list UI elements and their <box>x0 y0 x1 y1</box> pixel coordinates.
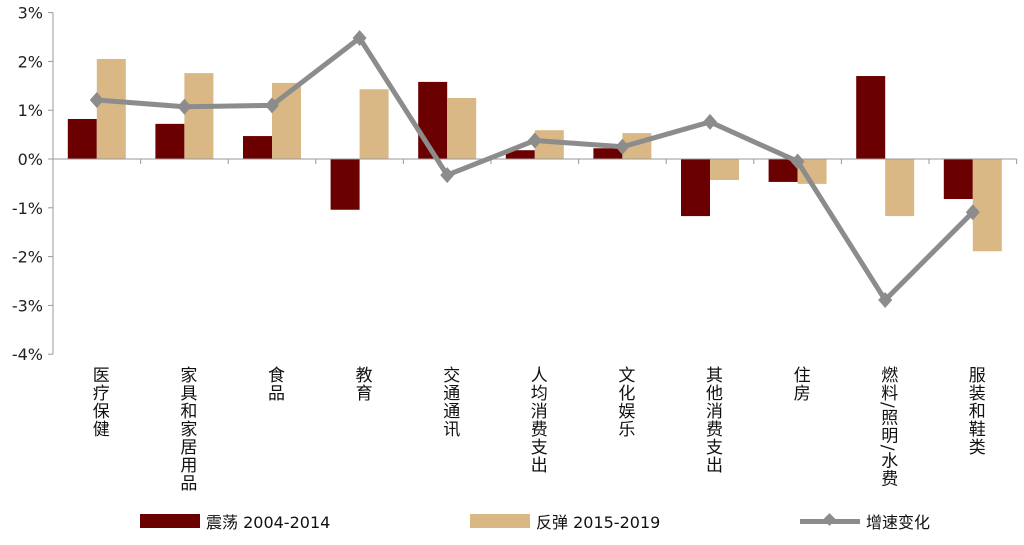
bar-fantan <box>885 159 915 217</box>
line-point-marker <box>965 204 980 221</box>
bar-zhendang <box>856 76 886 159</box>
x-tick-label: 服装和鞋类 <box>964 366 985 456</box>
line-point-marker <box>615 138 630 155</box>
bar-fantan <box>447 98 477 159</box>
x-tick-label: 食品 <box>264 366 284 402</box>
x-tick-label: 其他消费支出 <box>702 366 722 474</box>
x-tick-label: 教育 <box>351 366 372 402</box>
x-tick-label: 交通通讯 <box>439 366 460 438</box>
bar-fantan <box>359 89 389 159</box>
y-tick-label: -4% <box>12 345 43 364</box>
x-tick-label: 住房 <box>789 366 810 402</box>
legend-item: 反弹 2015-2019 <box>470 509 660 533</box>
x-tick-label: 文化娱乐 <box>614 366 635 438</box>
bar-fantan <box>96 58 126 159</box>
bar-fantan <box>972 159 1002 252</box>
bar-fantan <box>710 159 739 180</box>
legend-swatch <box>470 514 530 528</box>
x-tick-label: 燃料/照明/水费 <box>877 366 898 488</box>
line-point-marker <box>89 91 104 108</box>
y-tick-label: 2% <box>18 52 43 71</box>
line-point-marker <box>790 153 805 170</box>
bar-zhendang <box>155 123 185 159</box>
legend-item: 增速变化 <box>800 509 930 533</box>
legend-label: 震荡 2004-2014 <box>206 513 331 532</box>
y-tick-label: 1% <box>18 101 43 120</box>
y-tick-label: -3% <box>12 296 43 315</box>
bar-zhendang <box>768 159 798 182</box>
line-series-zengsu <box>96 35 975 303</box>
bar-zhendang <box>330 159 360 210</box>
x-tick-label: 人均消费支出 <box>526 366 547 474</box>
line-point-marker <box>703 113 717 130</box>
bar-fantan <box>184 73 214 159</box>
bar-zhendang <box>505 150 535 159</box>
y-tick-label: -2% <box>12 248 43 267</box>
legend-label: 增速变化 <box>866 513 931 532</box>
bar-zhendang <box>243 136 272 159</box>
y-tick-label: 0% <box>18 150 43 169</box>
line-point-marker <box>527 132 542 149</box>
y-tick-label: 3% <box>18 4 43 23</box>
x-tick-label: 医疗保健 <box>88 366 109 438</box>
legend-item: 震荡 2004-2014 <box>140 509 330 533</box>
line-point-marker <box>352 29 367 46</box>
bar-zhendang <box>681 159 710 217</box>
bar-zhendang <box>593 148 623 159</box>
line-point-marker <box>440 167 455 184</box>
legend-label: 反弹 2015-2019 <box>536 513 661 532</box>
legend-swatch <box>800 512 860 526</box>
bar-zhendang <box>67 118 97 159</box>
y-tick-label: -1% <box>12 199 43 218</box>
bar-zhendang <box>943 159 973 200</box>
bar-zhendang <box>418 81 448 159</box>
line-point-marker <box>878 292 893 309</box>
legend-swatch <box>140 514 200 528</box>
x-tick-label: 家具和家居用品 <box>176 366 197 492</box>
line-point-marker <box>177 98 192 115</box>
chart: -4% -3% -2% -1% 0% 1% 2% 3% <box>12 4 1018 364</box>
line-point-marker <box>265 97 279 114</box>
